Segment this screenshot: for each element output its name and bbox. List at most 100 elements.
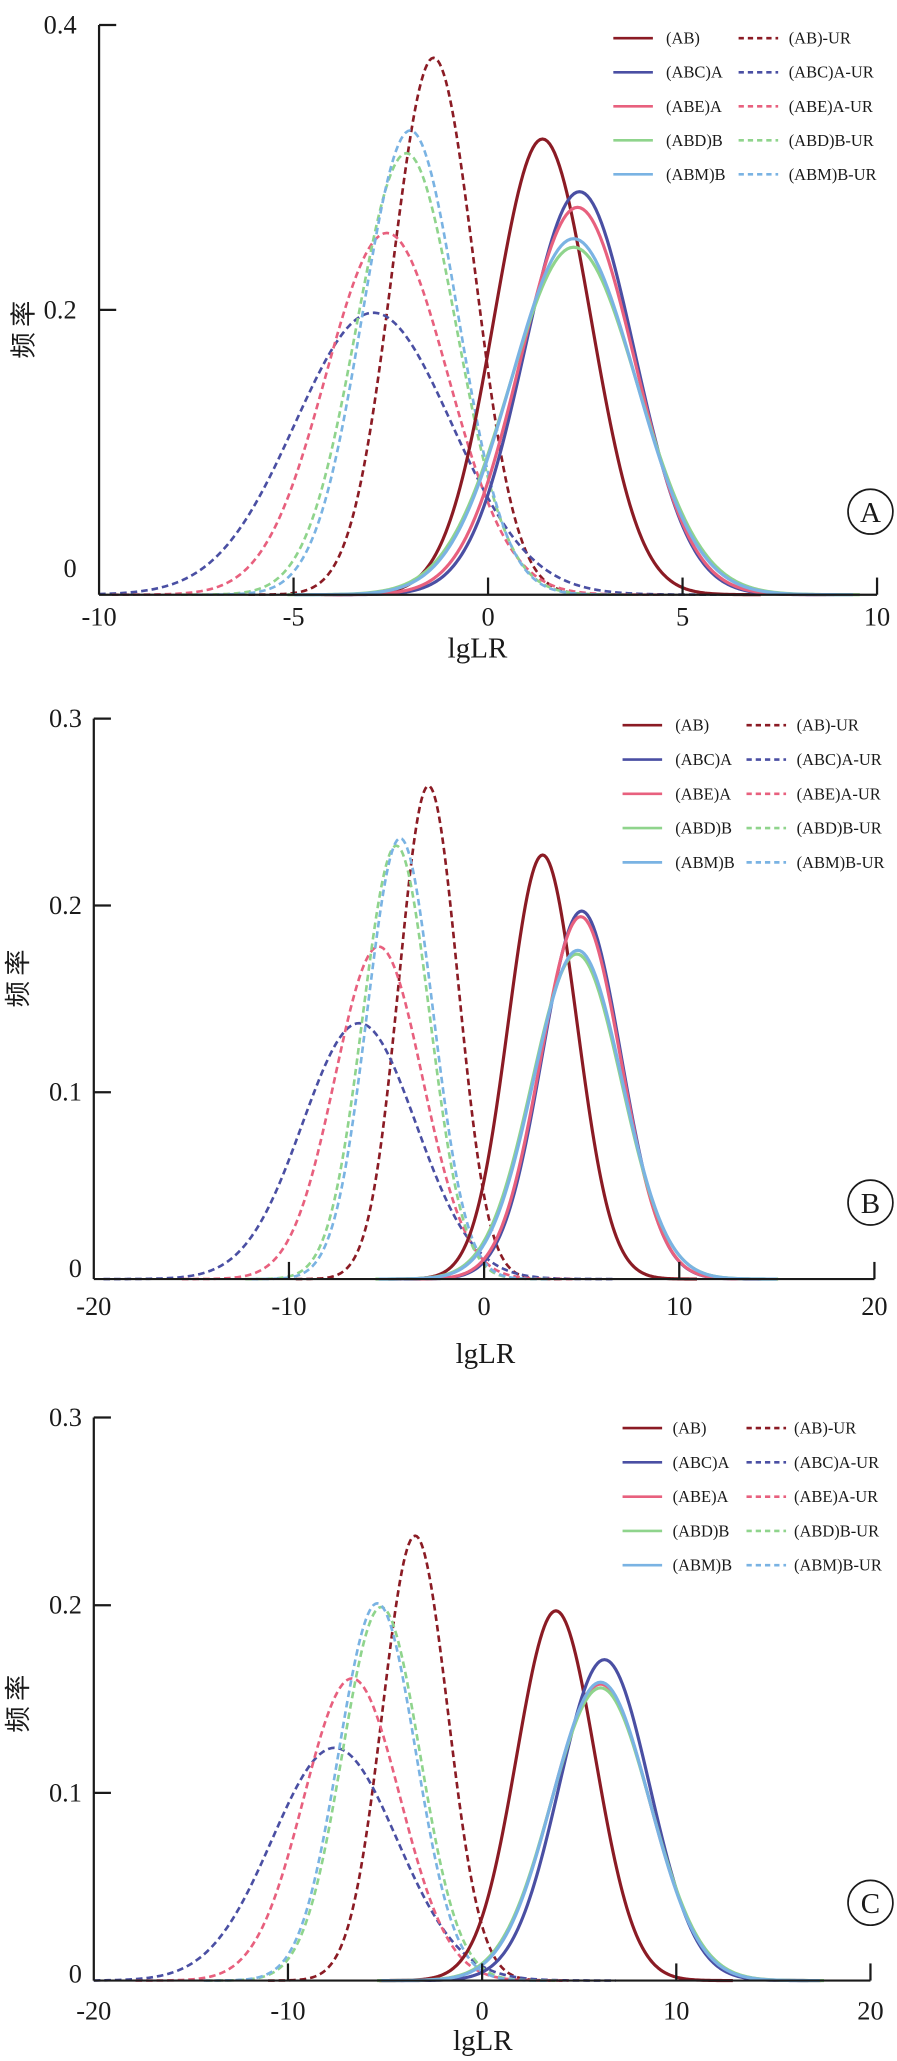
legend-item-abd-b: (ABD)B xyxy=(622,1521,730,1540)
curve-ab xyxy=(388,853,698,1281)
curve-abe-a xyxy=(379,1682,822,1983)
curve-abc-a-ur xyxy=(103,1021,615,1281)
legend-label: (ABE)A-UR xyxy=(789,97,873,116)
legend-item-ab: (AB) xyxy=(613,29,700,48)
curve-ab-ur xyxy=(295,784,562,1281)
legend-label: (ABM)B xyxy=(666,165,725,184)
curve-abd-b-ur xyxy=(181,151,632,597)
legend-item-abe-a: (ABE)A xyxy=(622,784,731,803)
legend-label: (ABD)B xyxy=(675,819,732,838)
legend-item-abc-a-ur: (ABC)A-UR xyxy=(746,750,882,769)
y-axis-title: 频率 xyxy=(9,295,38,358)
legend-label: (AB) xyxy=(673,1419,707,1438)
curve-abe-a-ur xyxy=(135,1677,569,1982)
legend-label: (AB) xyxy=(666,29,700,48)
legend-item-abm-b: (ABM)B xyxy=(622,853,735,872)
legend-label: (AB)-UR xyxy=(794,1419,856,1438)
curve-abe-a-ur xyxy=(111,231,662,597)
panel-label-circle xyxy=(847,1179,894,1226)
curves xyxy=(103,784,779,1281)
legend-item-abm-b: (ABM)B xyxy=(622,1556,732,1575)
curve-abe-a-ur xyxy=(181,945,576,1281)
legend-label: (ABM)B xyxy=(673,1556,732,1575)
legend: (AB) (AB)-UR (ABC)A (ABC)A-UR (ABE)A (ABE)A-U… xyxy=(622,1419,882,1575)
curve-abm-b xyxy=(378,948,777,1281)
legend-item-abe-a-ur: (ABE)A-UR xyxy=(746,1487,878,1506)
curve-abc-a-ur xyxy=(99,311,727,597)
x-tick-label: 20 xyxy=(861,1292,887,1321)
legend-item-abd-b-ur: (ABD)B-UR xyxy=(746,819,882,838)
legend-item-abc-a-ur: (ABC)A-UR xyxy=(738,63,874,82)
y-tick-label: 0.2 xyxy=(49,891,82,920)
curve-abd-b-ur xyxy=(205,1605,557,1982)
legend-item-ab-ur: (AB)-UR xyxy=(746,1419,856,1438)
curve-abc-a xyxy=(400,1658,809,1983)
curves xyxy=(99,56,860,597)
curve-abm-b xyxy=(294,237,853,597)
curve-ab xyxy=(324,137,761,597)
y-axis-title: 频率 xyxy=(4,1669,33,1732)
legend-item-abe-a: (ABE)A xyxy=(613,97,722,116)
legend-label: (ABE)A xyxy=(673,1487,729,1506)
legend-label: (ABC)A-UR xyxy=(794,1453,879,1472)
legend-item-abd-b-ur: (ABD)B-UR xyxy=(746,1521,879,1540)
x-tick-label: -10 xyxy=(270,1996,305,2025)
legend-label: (ABD)B xyxy=(673,1521,730,1540)
legend-item-abe-a-ur: (ABE)A-UR xyxy=(738,97,873,116)
y-tick-label: 0.2 xyxy=(44,295,77,324)
curve-abd-b xyxy=(287,245,860,597)
legend-item-abd-b-ur: (ABD)B-UR xyxy=(738,131,874,150)
curve-abe-a xyxy=(400,915,762,1281)
curve-abd-b xyxy=(377,1686,825,1983)
legend-label: (ABM)B-UR xyxy=(797,853,885,872)
legend: (AB) (AB)-UR (ABC)A (ABC)A-UR (ABE)A (ABE)A-U… xyxy=(622,716,885,872)
legend-item-abm-b: (ABM)B xyxy=(613,165,726,184)
curve-ab-ur xyxy=(248,56,619,596)
legend-label: (ABM)B xyxy=(675,853,734,872)
legend-item-abe-a: (ABE)A xyxy=(622,1487,729,1506)
curve-ab-ur xyxy=(268,1534,563,1982)
y-tick-label: 0.3 xyxy=(49,704,82,733)
panel-label: B xyxy=(861,1188,880,1220)
legend-label: (ABC)A xyxy=(675,750,732,769)
legend-item-abc-a: (ABC)A xyxy=(622,1453,730,1472)
x-tick-label: 0 xyxy=(478,1292,491,1321)
x-tick-label: 5 xyxy=(676,603,689,632)
x-tick-label: 0 xyxy=(476,1996,489,2025)
y-axis-title: 频率 xyxy=(4,944,33,1007)
x-axis-title: lgLR xyxy=(453,2025,513,2057)
legend-item-abd-b: (ABD)B xyxy=(613,131,723,150)
panel-label: A xyxy=(860,497,881,529)
x-tick-label: 10 xyxy=(864,603,890,632)
curve-abd-b xyxy=(375,952,779,1281)
curves xyxy=(93,1534,825,1983)
y-tick-label: 0.1 xyxy=(49,1078,82,1107)
curve-abc-a-ur xyxy=(93,1746,616,1982)
panel-label-circle xyxy=(847,488,894,535)
legend-label: (ABC)A xyxy=(666,63,723,82)
x-tick-label: -10 xyxy=(271,1292,306,1321)
legend-label: (ABD)B-UR xyxy=(794,1521,879,1540)
curve-abe-a xyxy=(320,205,835,597)
legend-label: (AB)-UR xyxy=(797,716,859,735)
x-axis-title: lgLR xyxy=(448,633,508,665)
y-tick-label: 0.3 xyxy=(49,1403,82,1432)
legend-item-abc-a-ur: (ABC)A-UR xyxy=(746,1453,879,1472)
legend-label: (ABE)A-UR xyxy=(794,1487,878,1506)
legend-label: (ABD)B xyxy=(666,131,723,150)
y-tick-label: 0.4 xyxy=(44,11,77,40)
legend-item-abe-a-ur: (ABE)A-UR xyxy=(746,784,881,803)
legend-item-abc-a: (ABC)A xyxy=(613,63,723,82)
legend-label: (ABM)B-UR xyxy=(789,165,877,184)
legend-label: (ABC)A xyxy=(673,1453,730,1472)
legend-label: (ABM)B-UR xyxy=(794,1556,882,1575)
legend-label: (ABC)A-UR xyxy=(789,63,874,82)
x-tick-label: -5 xyxy=(283,603,305,632)
curve-abm-b-ur xyxy=(203,1602,551,1982)
legend-item-abm-b-ur: (ABM)B-UR xyxy=(746,853,885,872)
legend-label: (ABE)A xyxy=(675,784,731,803)
